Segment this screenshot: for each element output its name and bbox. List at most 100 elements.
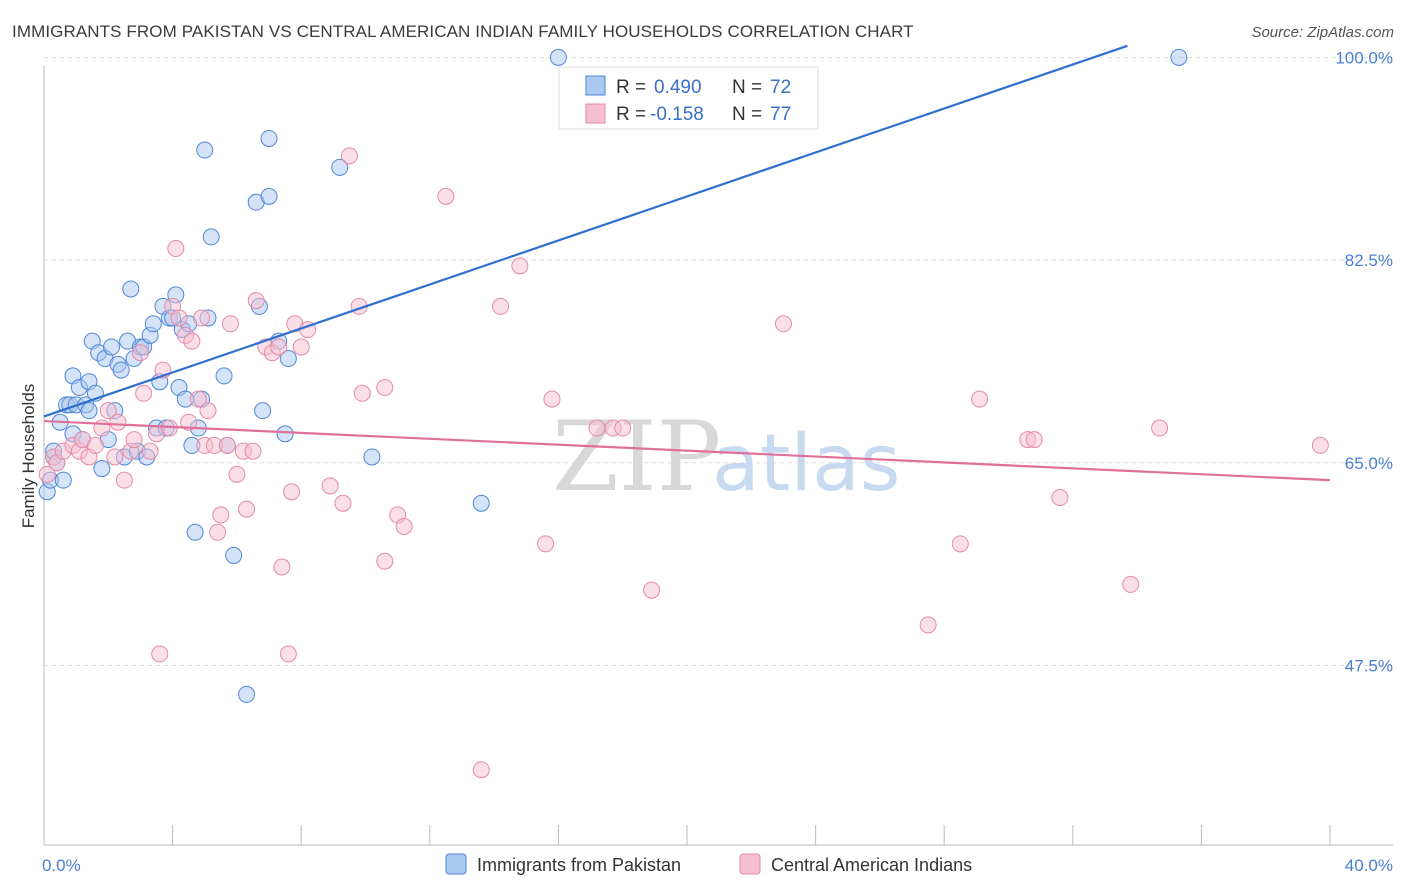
point-pink-69: [614, 419, 632, 437]
x-tick-label-max: 40.0%: [1345, 856, 1393, 875]
legend-n-label-pink: N =: [732, 104, 762, 125]
point-blue-67: [331, 158, 349, 176]
point-pink-71: [774, 315, 792, 333]
legend-n-label-blue: N =: [732, 77, 762, 98]
watermark-zip: ZIP: [552, 401, 721, 513]
point-blue-49: [186, 523, 204, 541]
point-pink-12: [109, 413, 127, 431]
point-pink-13: [115, 471, 133, 489]
point-pink-15: [125, 431, 143, 449]
point-pink-76: [1025, 431, 1043, 449]
point-pink-61: [437, 187, 455, 205]
point-pink-67: [588, 419, 606, 437]
series-legend-swatch-blue: [445, 853, 467, 875]
legend-n-value-blue: 72: [770, 77, 791, 98]
point-pink-45: [270, 338, 288, 356]
trend-lines: [43, 44, 1331, 482]
point-pink-36: [218, 436, 236, 454]
point-pink-10: [99, 402, 117, 420]
series-legend-label-pink: Central American Indians: [771, 855, 972, 875]
point-pink-0: [38, 465, 56, 483]
point-blue-29: [122, 280, 140, 298]
point-pink-66: [543, 390, 561, 408]
point-pink-56: [353, 384, 371, 402]
chart-source: Source: ZipAtlas.com: [1251, 24, 1394, 41]
y-tick-label-1: 82.5%: [1345, 251, 1393, 270]
point-blue-68: [363, 448, 381, 466]
point-pink-53: [334, 494, 352, 512]
series-legend-swatch-pink: [739, 853, 761, 875]
point-pink-50: [292, 338, 310, 356]
y-tick-label-0: 100.0%: [1335, 48, 1393, 67]
axes: [43, 66, 1393, 846]
point-pink-38: [228, 465, 246, 483]
legend-r-label-blue: R =: [616, 77, 646, 98]
x-tick-label-min: 0.0%: [42, 856, 81, 875]
point-blue-26: [112, 361, 130, 379]
chart-title: IMMIGRANTS FROM PAKISTAN VS CENTRAL AMER…: [12, 22, 914, 41]
point-pink-28: [183, 332, 201, 350]
point-pink-77: [1051, 489, 1069, 507]
point-blue-63: [260, 129, 278, 147]
point-pink-37: [221, 315, 239, 333]
point-pink-58: [376, 552, 394, 570]
point-blue-62: [260, 187, 278, 205]
point-pink-78: [1122, 575, 1140, 593]
point-blue-61: [254, 402, 272, 420]
point-pink-62: [472, 761, 490, 779]
point-blue-16: [80, 402, 98, 420]
point-blue-70: [549, 48, 567, 66]
point-blue-54: [202, 228, 220, 246]
point-blue-58: [238, 685, 256, 703]
y-tick-label-2: 65.0%: [1345, 454, 1393, 473]
point-blue-52: [196, 141, 214, 159]
point-pink-80: [1311, 436, 1329, 454]
point-pink-48: [283, 483, 301, 501]
point-pink-18: [141, 442, 159, 460]
watermark-atlas: atlas: [712, 419, 901, 509]
point-pink-73: [951, 535, 969, 553]
point-blue-55: [215, 367, 233, 385]
point-pink-17: [135, 384, 153, 402]
point-pink-20: [151, 645, 169, 663]
stats-legend: R = 0.490 N = 72 R = -0.158 N = 77: [558, 66, 819, 130]
point-pink-8: [86, 436, 104, 454]
point-pink-25: [170, 309, 188, 327]
point-pink-40: [238, 500, 256, 518]
y-tick-labels: 100.0% 82.5% 65.0% 47.5%: [1335, 48, 1393, 675]
legend-r-value-blue: 0.490: [654, 77, 702, 98]
point-blue-6: [54, 471, 72, 489]
legend-n-value-pink: 77: [770, 104, 791, 125]
legend-swatch-pink: [585, 103, 606, 124]
legend-r-value-pink: -0.158: [650, 104, 704, 125]
point-pink-27: [180, 413, 198, 431]
point-pink-29: [189, 390, 207, 408]
trend-line-blue: [43, 44, 1128, 418]
point-pink-52: [321, 477, 339, 495]
series-legend-label-blue: Immigrants from Pakistan: [477, 855, 681, 875]
grid-lines: [44, 56, 1393, 666]
point-pink-34: [209, 523, 227, 541]
point-pink-30: [193, 309, 211, 327]
point-pink-16: [131, 344, 149, 362]
series-legend: Immigrants from Pakistan Central America…: [445, 853, 972, 875]
point-blue-66: [279, 350, 297, 368]
point-pink-63: [492, 297, 510, 315]
point-pink-35: [212, 506, 230, 524]
trend-line-pink: [43, 419, 1331, 482]
point-pink-70: [643, 581, 661, 599]
point-blue-23: [103, 338, 121, 356]
point-pink-64: [511, 257, 529, 275]
point-pink-54: [340, 147, 358, 165]
point-pink-79: [1151, 419, 1169, 437]
point-blue-36: [144, 315, 162, 333]
point-pink-11: [106, 448, 124, 466]
data-points: [38, 48, 1329, 779]
point-blue-65: [276, 425, 294, 443]
point-pink-41: [244, 442, 262, 460]
y-tick-label-3: 47.5%: [1345, 656, 1393, 675]
point-blue-71: [1170, 48, 1188, 66]
point-pink-24: [167, 239, 185, 257]
legend-r-label-pink: R =: [616, 104, 646, 125]
